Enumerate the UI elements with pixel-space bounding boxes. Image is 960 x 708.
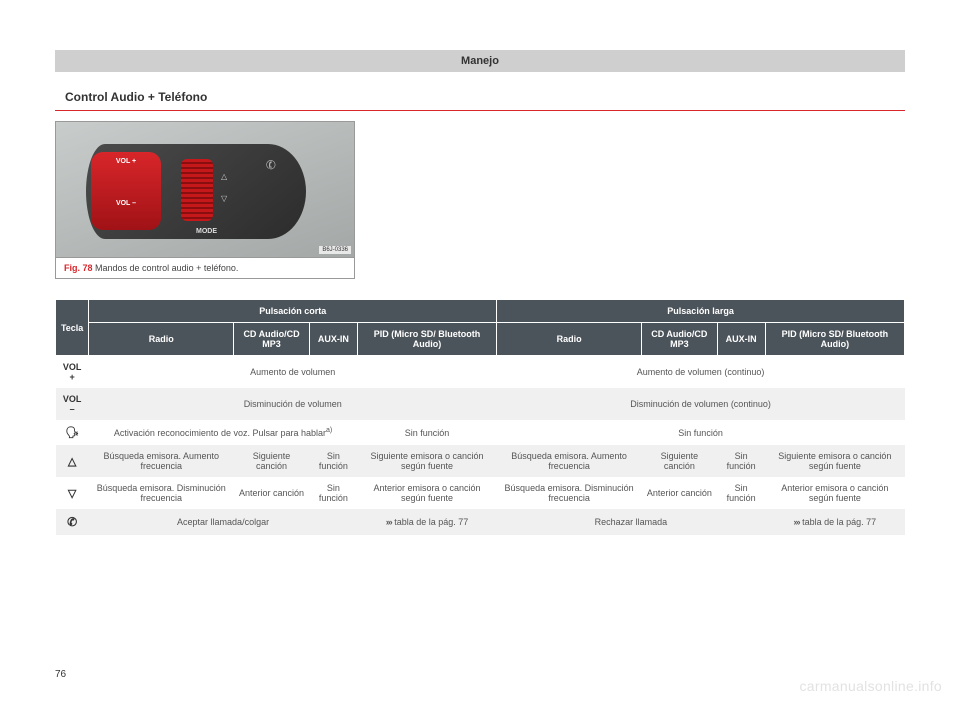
phone-icon: ✆ [264, 157, 278, 174]
cell: ››› tabla de la pág. 77 [357, 509, 496, 535]
th-short-cd: CD Audio/CD MP3 [234, 323, 310, 356]
cell: Anterior emisora o canción según fuente [357, 477, 496, 509]
figure-caption: Fig. 78 Mandos de control audio + teléfo… [56, 257, 354, 278]
page-ref: tabla de la pág. 77 [394, 517, 468, 527]
th-short: Pulsación corta [89, 300, 497, 323]
cell: Anterior canción [234, 477, 310, 509]
cell: Aceptar llamada/colgar [89, 509, 358, 535]
cell-text: Activación reconocimiento de voz. Pulsar… [114, 428, 326, 438]
cell: Búsqueda emisora. Aumento frecuencia [89, 445, 234, 477]
cell: Sin función [309, 445, 357, 477]
ref-arrows: ››› [386, 517, 392, 527]
th-long-cd: CD Audio/CD MP3 [642, 323, 718, 356]
mic-icon [65, 428, 79, 438]
cell: Siguiente emisora o canción según fuente [357, 445, 496, 477]
ref-arrows: ››› [794, 517, 800, 527]
arrow-down-icon: ▽ [221, 194, 227, 203]
volume-buttons-graphic: VOL + VOL – [91, 152, 161, 230]
triangle-up-icon: △ [68, 456, 76, 468]
table-row: ▽ Búsqueda emisora. Disminución frecuenc… [56, 477, 905, 509]
cell: Siguiente emisora o canción según fuente [765, 445, 904, 477]
image-code: B6J-0336 [319, 246, 351, 254]
figure-78: VOL + VOL – △ ▽ ✆ MODE B6J-0336 Fig. 78 … [55, 121, 355, 279]
table-row: VOL + Aumento de volumen Aumento de volu… [56, 356, 905, 389]
cell: Siguiente canción [234, 445, 310, 477]
table-row: VOL – Disminución de volumen Disminución… [56, 388, 905, 420]
chapter-header: Manejo [55, 50, 905, 72]
key-vol-plus: VOL + [56, 356, 89, 389]
arrow-up-icon: △ [221, 172, 227, 181]
cell: Aumento de volumen [89, 356, 497, 389]
phone-icon [67, 518, 77, 528]
watermark: carmanualsonline.info [800, 678, 943, 694]
table-row: △ Búsqueda emisora. Aumento frecuencia S… [56, 445, 905, 477]
controls-table: Tecla Pulsación corta Pulsación larga Ra… [55, 299, 905, 535]
vol-minus-label: VOL – [91, 200, 161, 207]
key-vol-minus: VOL – [56, 388, 89, 420]
key-voice-icon [56, 420, 89, 445]
th-short-pid: PID (Micro SD/ Bluetooth Audio) [357, 323, 496, 356]
cell: Búsqueda emisora. Disminución frecuencia [497, 477, 642, 509]
key-phone-icon [56, 509, 89, 535]
th-long-aux: AUX-IN [717, 323, 765, 356]
cell: Búsqueda emisora. Disminución frecuencia [89, 477, 234, 509]
key-down-icon: ▽ [56, 477, 89, 509]
figure-image: VOL + VOL – △ ▽ ✆ MODE B6J-0336 [56, 122, 354, 257]
page-ref: tabla de la pág. 77 [802, 517, 876, 527]
scroll-wheel-graphic [181, 159, 213, 221]
cell: ››› tabla de la pág. 77 [765, 509, 904, 535]
mode-label: MODE [196, 228, 217, 235]
chapter-title: Manejo [461, 55, 499, 67]
cell: Sin función [309, 477, 357, 509]
section-title: Control Audio + Teléfono [65, 90, 905, 104]
steering-control-graphic: VOL + VOL – △ ▽ ✆ MODE [86, 144, 306, 239]
footnote-ref: a) [326, 427, 332, 434]
cell: Sin función [497, 420, 905, 445]
figure-caption-text: Mandos de control audio + teléfono. [95, 263, 238, 273]
cell: Siguiente canción [642, 445, 718, 477]
th-long-radio: Radio [497, 323, 642, 356]
cell: Aumento de volumen (continuo) [497, 356, 905, 389]
figure-number: Fig. 78 [64, 263, 93, 273]
cell: Anterior canción [642, 477, 718, 509]
th-tecla: Tecla [56, 300, 89, 356]
table-row: Activación reconocimiento de voz. Pulsar… [56, 420, 905, 445]
cell: Disminución de volumen [89, 388, 497, 420]
divider-line [55, 110, 905, 111]
cell: Sin función [717, 477, 765, 509]
vol-plus-label: VOL + [91, 158, 161, 165]
th-long: Pulsación larga [497, 300, 905, 323]
th-short-aux: AUX-IN [309, 323, 357, 356]
triangle-down-icon: ▽ [68, 488, 76, 500]
table-row: Aceptar llamada/colgar ››› tabla de la p… [56, 509, 905, 535]
cell: Activación reconocimiento de voz. Pulsar… [89, 420, 358, 445]
cell: Rechazar llamada [497, 509, 766, 535]
key-up-icon: △ [56, 445, 89, 477]
cell: Sin función [717, 445, 765, 477]
th-short-radio: Radio [89, 323, 234, 356]
th-long-pid: PID (Micro SD/ Bluetooth Audio) [765, 323, 904, 356]
cell: Búsqueda emisora. Aumento frecuencia [497, 445, 642, 477]
cell: Disminución de volumen (continuo) [497, 388, 905, 420]
page-number: 76 [55, 669, 66, 680]
cell: Anterior emisora o canción según fuente [765, 477, 904, 509]
cell: Sin función [357, 420, 496, 445]
